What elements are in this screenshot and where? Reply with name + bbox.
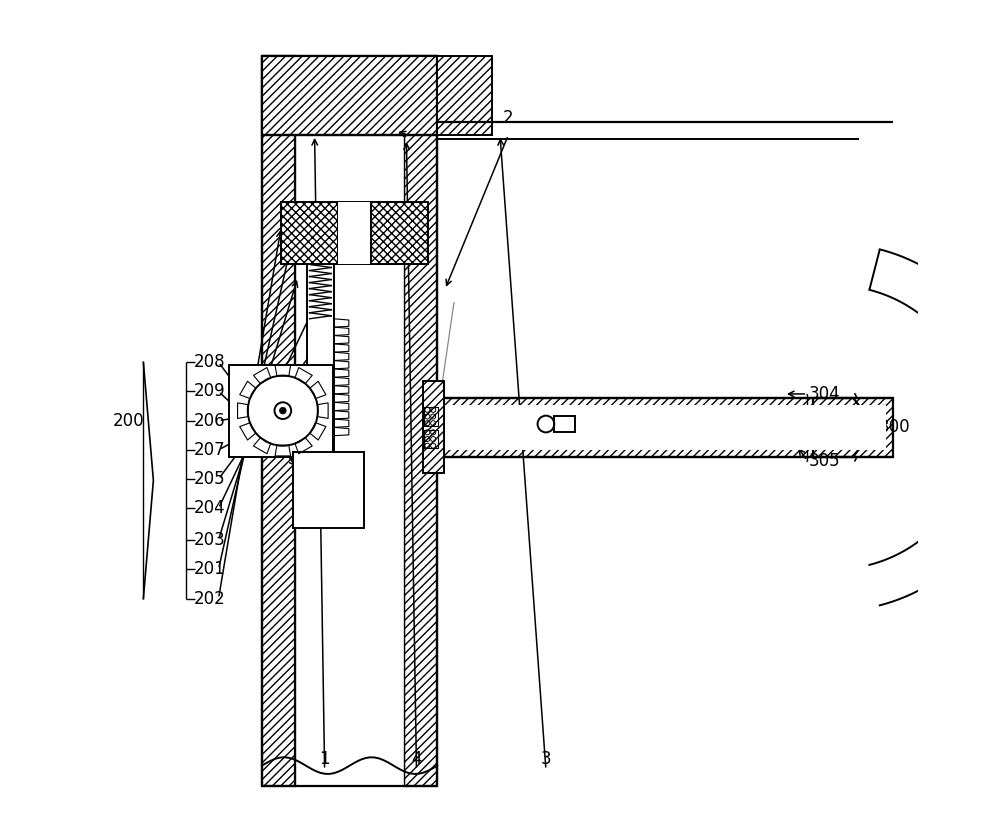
Bar [338, 202, 371, 265]
Text: 202: 202 [193, 590, 225, 608]
Text: 3: 3 [541, 750, 551, 768]
Text: 209: 209 [193, 382, 225, 401]
Bar [424, 407, 438, 426]
Text: 200: 200 [113, 411, 144, 430]
Text: 304: 304 [809, 385, 841, 403]
Bar [437, 55, 492, 135]
Text: 306: 306 [809, 418, 841, 437]
Bar [554, 416, 575, 432]
Bar [424, 430, 438, 448]
Text: 305: 305 [809, 452, 841, 470]
Text: 201: 201 [193, 561, 225, 578]
Bar [429, 398, 893, 457]
Bar [404, 55, 437, 787]
Text: 207: 207 [193, 441, 225, 459]
Text: 203: 203 [193, 531, 225, 549]
Bar [436, 405, 886, 450]
Text: 4: 4 [411, 750, 422, 768]
Bar [307, 265, 334, 511]
Bar [295, 55, 404, 787]
Bar [334, 318, 367, 436]
Circle shape [280, 407, 286, 414]
Text: 205: 205 [193, 470, 225, 489]
Text: 2: 2 [503, 109, 514, 127]
Text: 300: 300 [878, 418, 910, 437]
Text: 204: 204 [193, 499, 225, 517]
Text: 208: 208 [193, 353, 225, 371]
Bar [423, 381, 444, 473]
Bar [229, 365, 333, 457]
Bar [262, 55, 437, 135]
Text: 1: 1 [319, 750, 330, 768]
Bar [262, 55, 295, 787]
Bar [293, 453, 364, 528]
Text: 206: 206 [193, 411, 225, 430]
Bar [371, 202, 428, 265]
Bar [281, 202, 338, 265]
